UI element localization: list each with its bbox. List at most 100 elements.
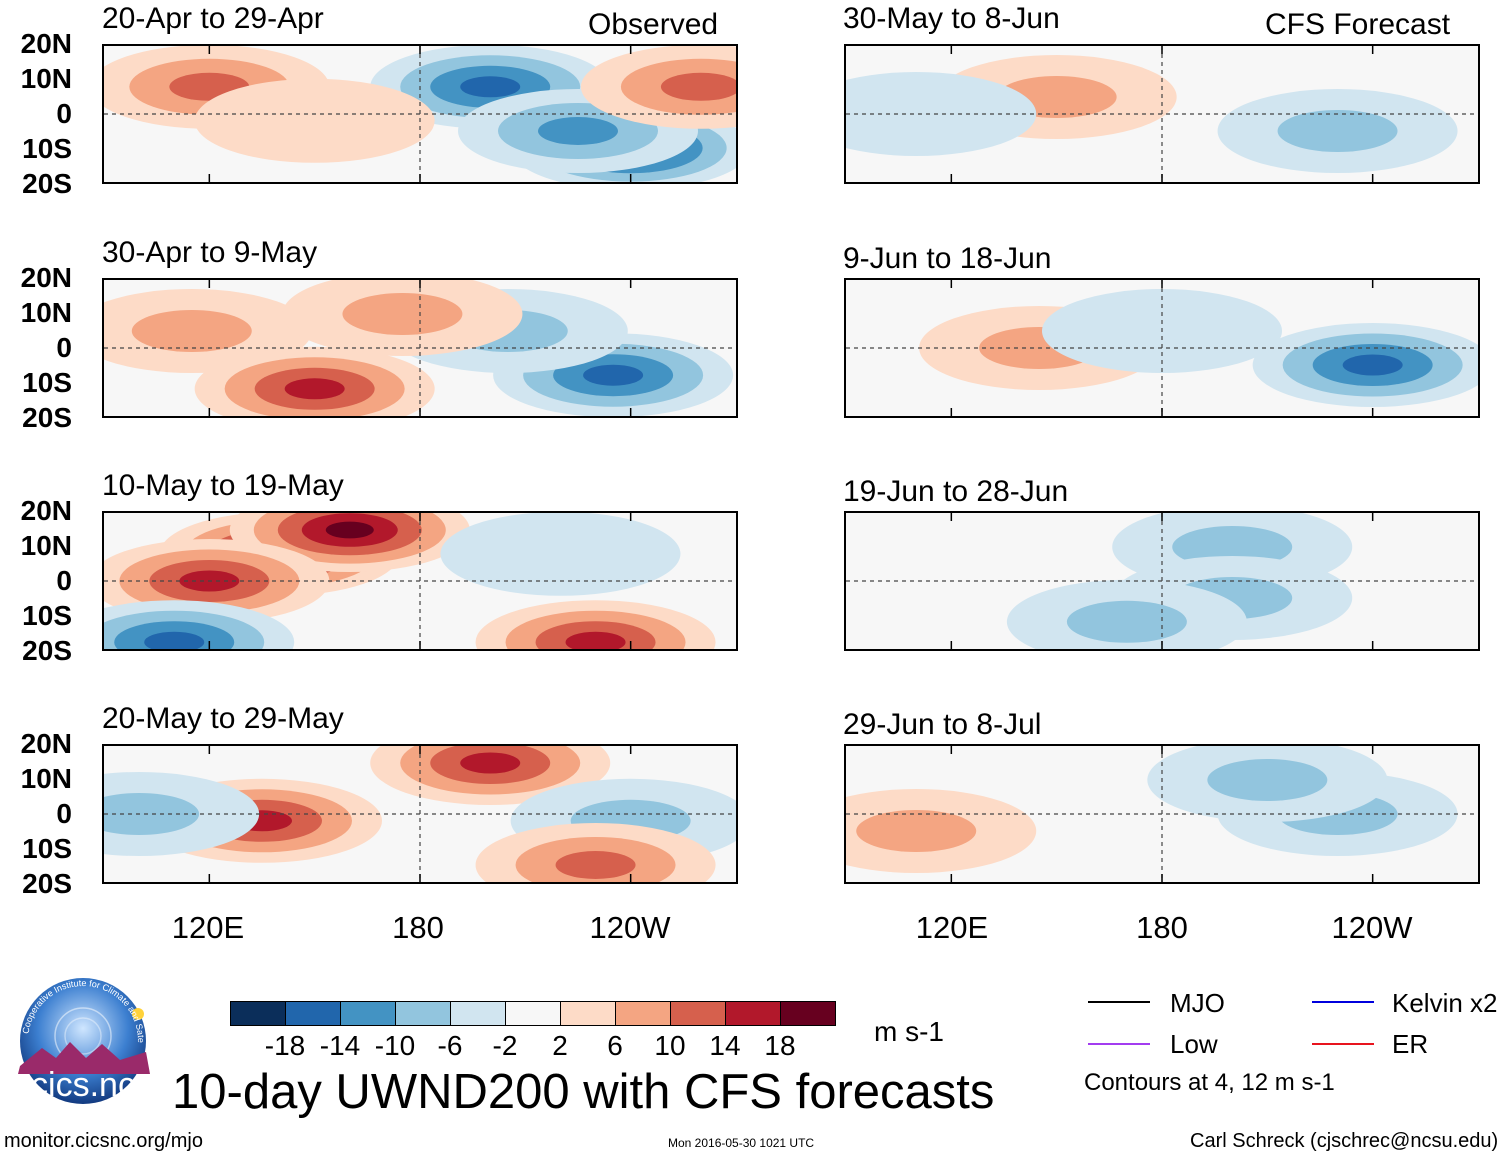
y-tick-label: 10S xyxy=(22,133,72,164)
colorbar-swatch xyxy=(395,1001,451,1026)
panel-plot xyxy=(846,46,1478,182)
panel-plot xyxy=(104,46,736,182)
y-tick-label: 20S xyxy=(22,402,72,433)
y-tick-label: 20S xyxy=(22,868,72,899)
colorbar-tick-label: -14 xyxy=(319,1030,361,1061)
panel-fc1 xyxy=(844,44,1480,184)
observed-label: Observed xyxy=(588,8,719,41)
units-label: m s-1 xyxy=(874,1016,944,1047)
website-link[interactable]: monitor.cicsnc.org/mjo xyxy=(4,1130,203,1152)
anomaly-blob xyxy=(131,310,252,352)
anomaly-blob xyxy=(284,378,345,400)
panel-title-obs3: 10-May to 19-May xyxy=(102,469,344,502)
anomaly-blob xyxy=(460,76,521,98)
anomaly-blob xyxy=(555,851,636,879)
colorbar-swatch xyxy=(615,1001,671,1026)
logo-sun xyxy=(132,1008,144,1020)
panel-title-fc3: 19-Jun to 28-Jun xyxy=(843,475,1069,508)
anomaly-blob xyxy=(194,78,435,163)
colorbar-swatch xyxy=(725,1001,781,1026)
panel-title-fc4: 29-Jun to 8-Jul xyxy=(843,708,1042,741)
panel-plot xyxy=(104,746,736,882)
colorbar-tick-label: 14 xyxy=(709,1030,741,1061)
panel-title-fc2: 9-Jun to 18-Jun xyxy=(843,242,1052,275)
y-tick-label: 0 xyxy=(56,98,72,129)
colorbar-tick-label: -10 xyxy=(374,1030,416,1061)
colorbar-swatch xyxy=(285,1001,341,1026)
x-tick-label: 180 xyxy=(392,910,444,945)
y-tick-label: 20S xyxy=(22,168,72,199)
colorbar-tick-label: -18 xyxy=(264,1030,306,1061)
logo-text: cics.nc xyxy=(31,1066,135,1104)
y-tick-label: 20N xyxy=(20,728,72,759)
panel-obs2 xyxy=(102,278,738,418)
y-tick-label: 10N xyxy=(20,297,72,328)
y-tick-label: 10N xyxy=(20,763,72,794)
anomaly-blob xyxy=(144,631,205,649)
y-tick-label: 20S xyxy=(22,635,72,666)
cics-logo: Cooperative Institute for Climate and Sa… xyxy=(10,978,150,1104)
anomaly-blob xyxy=(1066,600,1187,643)
credit: Carl Schreck (cjschrec@ncsu.edu) xyxy=(1190,1130,1499,1152)
anomaly-blob xyxy=(440,513,681,596)
y-tick-label: 10S xyxy=(22,600,72,631)
colorbar-tick-label: 10 xyxy=(654,1030,686,1061)
colorbar-swatch xyxy=(230,1001,286,1026)
anomaly-blob xyxy=(846,72,1037,156)
anomaly-blob xyxy=(856,810,977,852)
anomaly-blob xyxy=(1277,110,1398,152)
legend-low: Low xyxy=(1170,1029,1218,1059)
anomaly-blob xyxy=(1342,354,1403,376)
y-tick-label: 0 xyxy=(56,565,72,596)
anomaly-blob xyxy=(325,521,374,539)
colorbar-swatch xyxy=(450,1001,506,1026)
panel-title-obs4: 20-May to 29-May xyxy=(102,702,344,735)
y-tick-label: 0 xyxy=(56,798,72,829)
anomaly-blob xyxy=(538,117,618,145)
anomaly-blob xyxy=(104,793,200,835)
colorbar-swatch xyxy=(670,1001,726,1026)
colorbar-tick-label: -2 xyxy=(492,1030,518,1061)
colorbar-swatch xyxy=(505,1001,561,1026)
colorbar-tick-label: 6 xyxy=(607,1030,623,1061)
x-tick-label: 120W xyxy=(1331,910,1413,945)
anomaly-blob xyxy=(660,72,736,101)
x-tick-label: 120E xyxy=(915,910,989,945)
legend-line-low xyxy=(1088,1043,1150,1045)
panel-title-obs1: 20-Apr to 29-Apr xyxy=(102,2,324,35)
logo-mountains xyxy=(18,1042,150,1074)
panel-title-fc1: 30-May to 8-Jun xyxy=(843,2,1060,35)
y-tick-label: 20N xyxy=(20,28,72,59)
panel-plot xyxy=(104,280,736,416)
colorbar-tick-label: 18 xyxy=(764,1030,796,1061)
timestamp: Mon 2016-05-30 1021 UTC xyxy=(668,1136,815,1150)
x-tick-label: 180 xyxy=(1136,910,1188,945)
panel-fc3 xyxy=(844,511,1480,651)
anomaly-blob xyxy=(460,752,521,774)
legend-line-kelvin xyxy=(1312,1001,1374,1003)
panel-obs1 xyxy=(102,44,738,184)
y-tick-label: 10N xyxy=(20,63,72,94)
logo-ring xyxy=(64,1017,102,1055)
y-tick-label: 0 xyxy=(56,332,72,363)
forecast-label: CFS Forecast xyxy=(1265,8,1451,41)
main-title: 10-day UWND200 with CFS forecasts xyxy=(172,1065,995,1119)
panel-fc2 xyxy=(844,278,1480,418)
colorbar-swatch xyxy=(560,1001,616,1026)
panel-obs3 xyxy=(102,511,738,651)
legend-mjo: MJO xyxy=(1170,988,1225,1018)
panel-title-obs2: 30-Apr to 9-May xyxy=(102,236,318,269)
anomaly-blob xyxy=(342,293,463,335)
y-tick-label: 20N xyxy=(20,262,72,293)
anomaly-blob xyxy=(565,631,626,649)
colorbar-tick-label: 2 xyxy=(552,1030,568,1061)
panel-plot xyxy=(846,746,1478,882)
contour-note: Contours at 4, 12 m s-1 xyxy=(1084,1069,1335,1096)
y-tick-label: 10N xyxy=(20,530,72,561)
panel-plot xyxy=(846,513,1478,649)
anomaly-blob xyxy=(583,364,644,386)
colorbar-swatch xyxy=(780,1001,836,1026)
x-tick-label: 120W xyxy=(589,910,671,945)
panel-plot xyxy=(104,513,736,649)
legend-line-mjo xyxy=(1088,1001,1150,1003)
